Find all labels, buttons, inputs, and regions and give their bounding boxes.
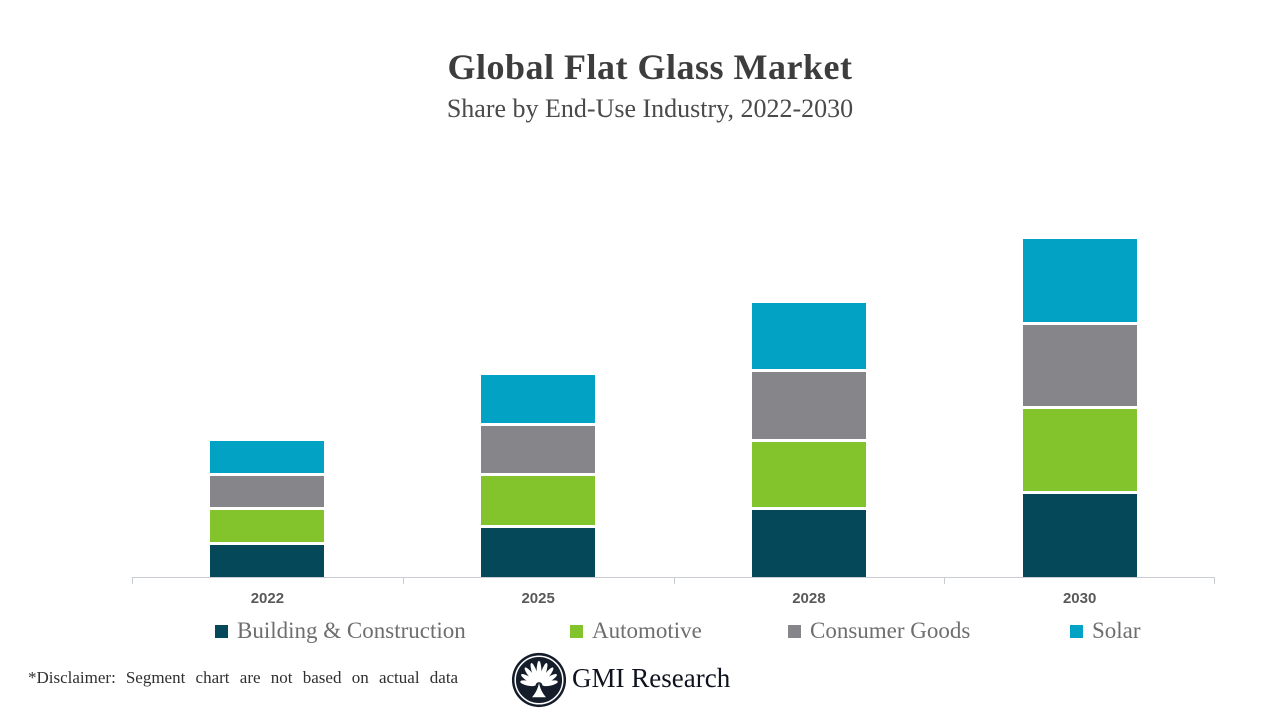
disclaimer-text: Segment chart are not based on actual da… <box>125 668 459 687</box>
axis-tick <box>944 578 946 584</box>
segment-building-construction-2028 <box>751 510 866 577</box>
chart-subtitle: Share by End-Use Industry, 2022-2030 <box>446 94 854 123</box>
gmi-research-logo-icon <box>511 652 567 708</box>
x-axis-labels: 2022 2025 2028 2030 <box>132 590 1215 612</box>
legend-item-building-construction: Building & Construction <box>215 617 466 645</box>
x-axis-line <box>132 577 1215 578</box>
segment-solar-2030 <box>1022 239 1137 322</box>
brand-name: GMI Research <box>572 663 731 693</box>
x-axis-label-2025: 2025 <box>521 590 555 607</box>
segment-building-construction-2025 <box>481 528 596 577</box>
axis-tick <box>402 578 404 584</box>
legend-item-automotive: Automotive <box>570 617 702 645</box>
axis-tick <box>1214 578 1215 584</box>
legend-item-solar: Solar <box>1070 617 1141 645</box>
segment-building-construction-2030 <box>1022 494 1137 577</box>
segment-automotive-2022 <box>210 510 325 542</box>
x-axis-label-2022: 2022 <box>250 590 285 607</box>
bar-2025 <box>481 375 596 577</box>
legend-label: Automotive <box>592 618 702 643</box>
bar-2030 <box>1022 239 1137 577</box>
segment-solar-2028 <box>751 303 866 369</box>
chart-title: Global Flat Glass Market <box>447 47 853 87</box>
segment-consumer-goods-2022 <box>210 476 325 507</box>
bar-2028 <box>751 303 866 577</box>
x-axis-label-2030: 2030 <box>1062 590 1097 607</box>
segment-solar-2022 <box>210 441 325 473</box>
chart-header: Global Flat Glass Market Share by End-Us… <box>0 46 1280 124</box>
legend-swatch-icon <box>570 624 583 638</box>
segment-building-construction-2022 <box>210 545 325 577</box>
legend: Building & Construction Automotive Consume… <box>0 617 1280 647</box>
segment-consumer-goods-2025 <box>481 426 596 473</box>
legend-swatch-icon <box>788 624 801 638</box>
disclaimer: *Disclaimer: Segment chart are not based … <box>28 668 458 688</box>
disclaimer-label: *Disclaimer: <box>28 668 116 687</box>
bar-2022 <box>210 441 325 577</box>
segment-automotive-2025 <box>481 476 596 525</box>
segment-automotive-2028 <box>751 442 866 507</box>
legend-label: Consumer Goods <box>810 618 971 643</box>
x-axis-label-2028: 2028 <box>792 590 826 607</box>
legend-item-consumer-goods: Consumer Goods <box>788 617 970 645</box>
axis-tick <box>132 578 133 584</box>
legend-label: Building & Construction <box>237 618 466 643</box>
segment-solar-2025 <box>481 375 596 423</box>
stacked-bar-plot-area <box>132 160 1215 584</box>
segment-consumer-goods-2030 <box>1022 325 1137 406</box>
legend-label: Solar <box>1092 618 1141 643</box>
segment-consumer-goods-2028 <box>751 372 866 439</box>
axis-tick <box>673 578 675 584</box>
legend-swatch-icon <box>1070 624 1083 638</box>
segment-automotive-2030 <box>1022 409 1137 491</box>
legend-swatch-icon <box>215 624 228 638</box>
